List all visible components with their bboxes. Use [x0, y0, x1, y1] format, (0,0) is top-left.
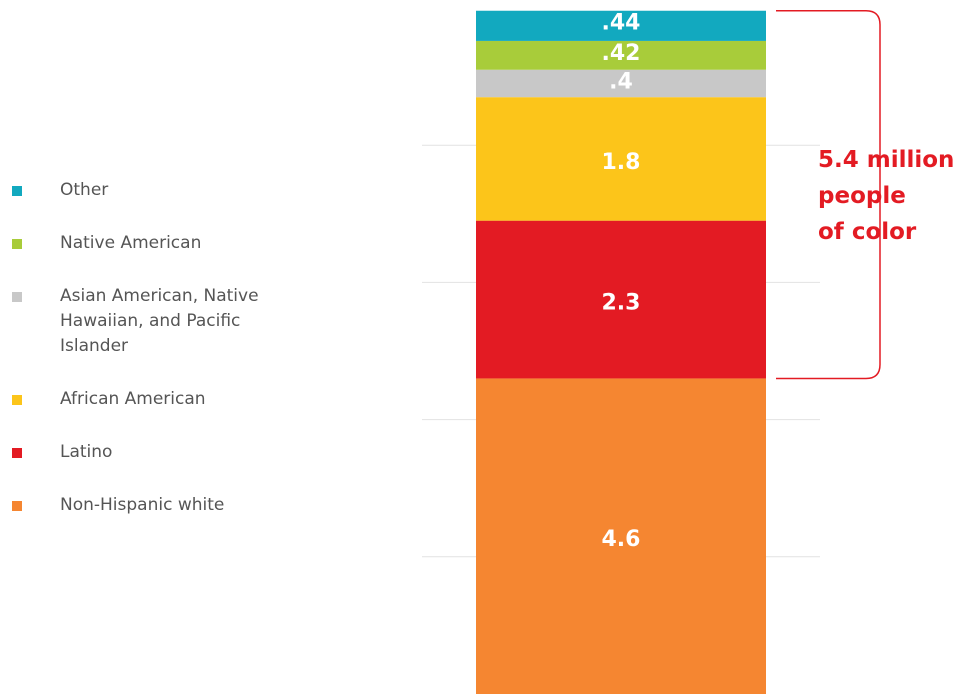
- annotation: 5.4 million: [818, 147, 954, 173]
- legend-label: Native American: [60, 233, 202, 253]
- data-label: .44: [602, 11, 641, 36]
- legend-item: African American: [12, 387, 290, 412]
- annotation: of color: [818, 219, 917, 245]
- legend-swatch: [12, 448, 22, 458]
- bar-segment: [476, 378, 766, 694]
- bar-segment: [476, 69, 766, 98]
- legend-swatch: [12, 292, 22, 302]
- legend: Other Native American Asian American, Nati…: [12, 178, 312, 546]
- legend-label: Non-Hispanic white: [60, 495, 225, 515]
- legend-item: Non-Hispanic white: [12, 493, 290, 518]
- legend-item: Other: [12, 178, 290, 203]
- legend-label: African American: [60, 389, 206, 409]
- legend-label: Other: [60, 180, 109, 200]
- data-label: .42: [602, 41, 641, 66]
- legend-swatch: [12, 501, 22, 511]
- data-label: .4: [609, 70, 633, 95]
- bar-segment: [476, 40, 766, 70]
- legend-swatch: [12, 186, 22, 196]
- legend-swatch: [12, 395, 22, 405]
- data-label: 1.8: [602, 150, 641, 175]
- data-label: 4.6: [602, 527, 641, 552]
- bar-segment: [476, 220, 766, 379]
- legend-label: Asian American, Native Hawaiian, and Pac…: [60, 286, 259, 356]
- legend-label: Latino: [60, 442, 113, 462]
- legend-item: Asian American, Native Hawaiian, and Pac…: [12, 284, 290, 359]
- bar-segment: [476, 10, 766, 41]
- annotation: people: [818, 183, 906, 209]
- legend-item: Native American: [12, 231, 290, 256]
- legend-swatch: [12, 239, 22, 249]
- bracket: [776, 9, 881, 380]
- bar-segment: [476, 97, 766, 221]
- legend-item: Latino: [12, 440, 290, 465]
- data-label: 2.3: [602, 291, 641, 316]
